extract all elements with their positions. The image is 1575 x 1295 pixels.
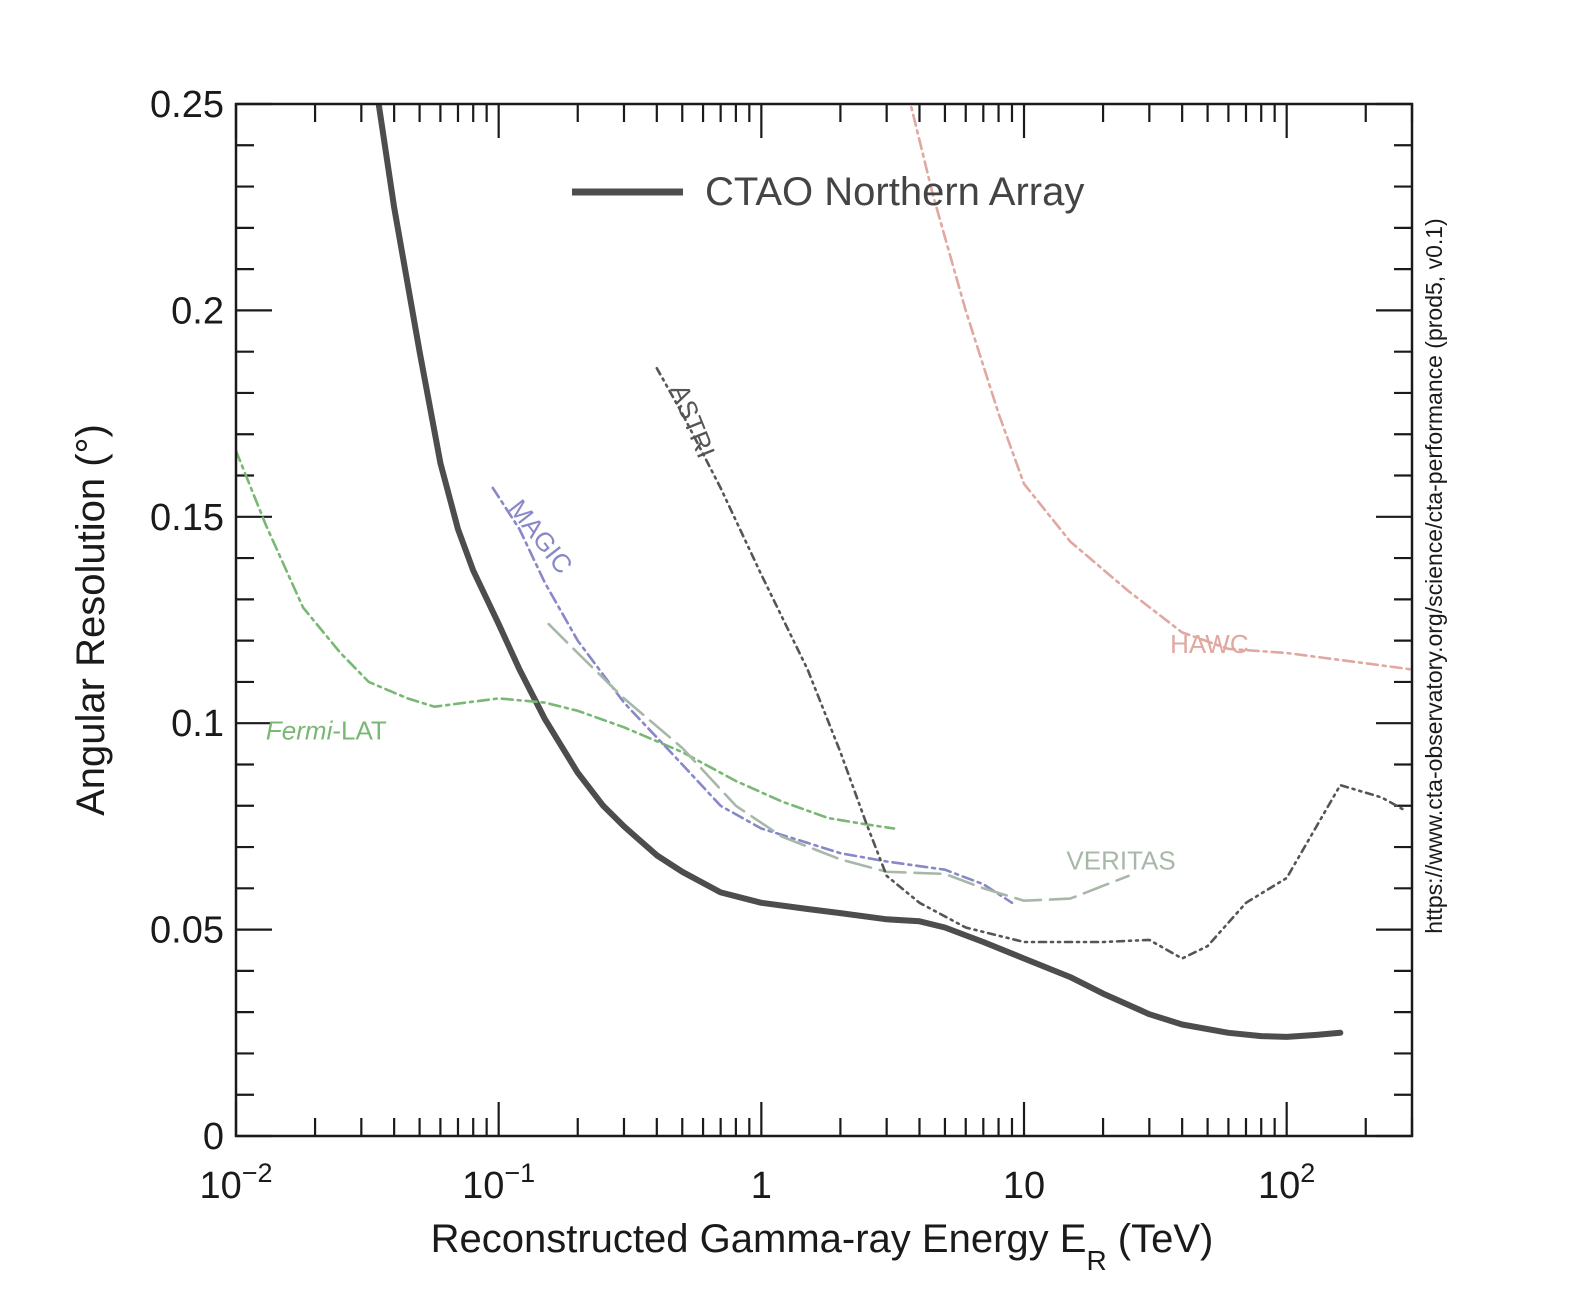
y-tick-label: 0.1 bbox=[171, 703, 224, 745]
series-line-astri bbox=[655, 366, 1406, 960]
series-line-magic bbox=[491, 486, 1014, 905]
y-tick-label: 0 bbox=[203, 1116, 224, 1158]
y-tick-label: 0.15 bbox=[150, 497, 224, 539]
x-axis-title-unit: (TeV) bbox=[1107, 1217, 1214, 1261]
y-tick-label: 0.05 bbox=[150, 910, 224, 952]
x-axis-title-main: Reconstructed Gamma-ray Energy E bbox=[431, 1217, 1087, 1261]
axis-ticks bbox=[234, 102, 1414, 1138]
x-tick-label: 1 bbox=[751, 1165, 772, 1207]
x-tick-label: 10−2 bbox=[199, 1158, 272, 1207]
plot-frame bbox=[234, 102, 1414, 1138]
y-tick-label: 0.2 bbox=[171, 290, 224, 332]
x-axis-title: Reconstructed Gamma-ray Energy ER (TeV) bbox=[431, 1217, 1214, 1276]
x-axis-title-subscript: R bbox=[1086, 1245, 1106, 1276]
y-tick-label: 0.25 bbox=[150, 84, 224, 126]
labels-layer: 0 0.05 0.1 0.15 0.2 0.25 10−2 10−1 1 10 102 Fermi-L… bbox=[150, 84, 1315, 1207]
side-watermark-url: https://www.cta-observatory.org/science/… bbox=[1421, 218, 1447, 933]
series-label-fermi-lat: Fermi-LAT bbox=[266, 716, 387, 746]
series-label-hawc: HAWC bbox=[1170, 629, 1248, 659]
legend: CTAO Northern Array bbox=[572, 170, 1084, 214]
series-line-veritas bbox=[547, 622, 1130, 903]
series-line-hawc bbox=[909, 104, 1412, 671]
x-tick-label: 102 bbox=[1258, 1158, 1315, 1207]
x-tick-label: 10−1 bbox=[462, 1158, 535, 1207]
legend-label-ctao: CTAO Northern Array bbox=[705, 170, 1084, 214]
series-layer bbox=[236, 104, 1412, 1040]
series-label-magic: MAGIC bbox=[503, 494, 579, 580]
series-line-fermi-lat bbox=[236, 449, 896, 830]
x-tick-label: 10 bbox=[1003, 1165, 1045, 1207]
series-label-veritas: VERITAS bbox=[1066, 846, 1175, 876]
series-line-ctao-northern-array bbox=[375, 104, 1344, 1040]
y-axis-title: Angular Resolution (°) bbox=[69, 424, 113, 816]
series-label-astri: ASTRI bbox=[665, 380, 722, 462]
